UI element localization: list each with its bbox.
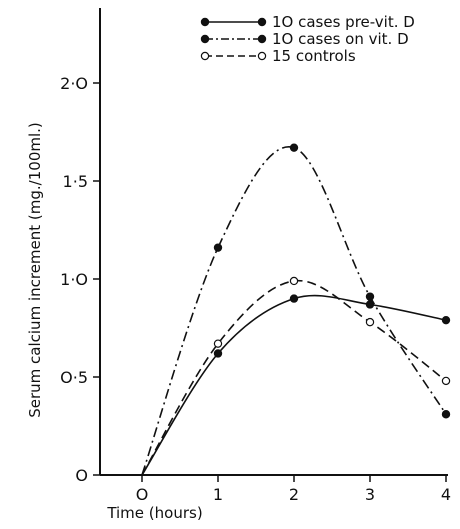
- series-1-point: [289, 294, 299, 303]
- y-tick-label: 1·5: [63, 172, 88, 191]
- legend-label-3: 15 controls: [272, 47, 356, 65]
- legend: 1O cases pre-vit. D1O cases on vit. D15 …: [200, 13, 415, 65]
- legend-marker-3: [200, 51, 210, 61]
- series-1-point: [441, 315, 451, 325]
- series-3-point: [441, 376, 451, 386]
- series-3-point: [365, 317, 375, 327]
- series-3-line: [141, 279, 447, 476]
- x-tick-label: 3: [365, 485, 375, 504]
- legend-marker-2: [257, 34, 267, 44]
- series-2-point: [289, 143, 299, 152]
- x-axis-label: Time (hours): [106, 504, 202, 522]
- series-2-point: [441, 410, 451, 419]
- series-3-point: [289, 276, 299, 286]
- legend-marker-1: [200, 17, 210, 27]
- x-tick-label: O: [136, 485, 149, 504]
- y-tick-label: 1·O: [60, 270, 88, 289]
- series-2-point: [365, 292, 375, 301]
- legend-label-1: 1O cases pre-vit. D: [272, 13, 415, 31]
- legend-marker-1: [257, 17, 267, 27]
- series-1-point: [213, 349, 223, 358]
- x-tick-label: 4: [441, 485, 451, 504]
- series-2-point: [213, 243, 223, 252]
- x-tick-label: 1: [213, 485, 223, 504]
- series-1-line: [141, 294, 447, 476]
- series-layer: [141, 143, 451, 476]
- series-1-point: [365, 300, 375, 309]
- y-tick-label: O·5: [60, 368, 88, 387]
- legend-marker-2: [200, 34, 210, 44]
- ticks-layer: O 1 2 3 4 O O·5 1·O 1·5 2·O: [60, 74, 451, 504]
- series-3-point: [213, 339, 223, 348]
- y-tick-label: O: [75, 466, 88, 485]
- y-tick-label: 2·O: [60, 74, 88, 93]
- legend-label-2: 1O cases on vit. D: [272, 30, 409, 48]
- legend-marker-3: [257, 51, 267, 61]
- series-2-line: [141, 146, 447, 476]
- x-tick-label: 2: [289, 485, 299, 504]
- y-axis-label: Serum calcium increment (mg./100ml.): [26, 122, 44, 418]
